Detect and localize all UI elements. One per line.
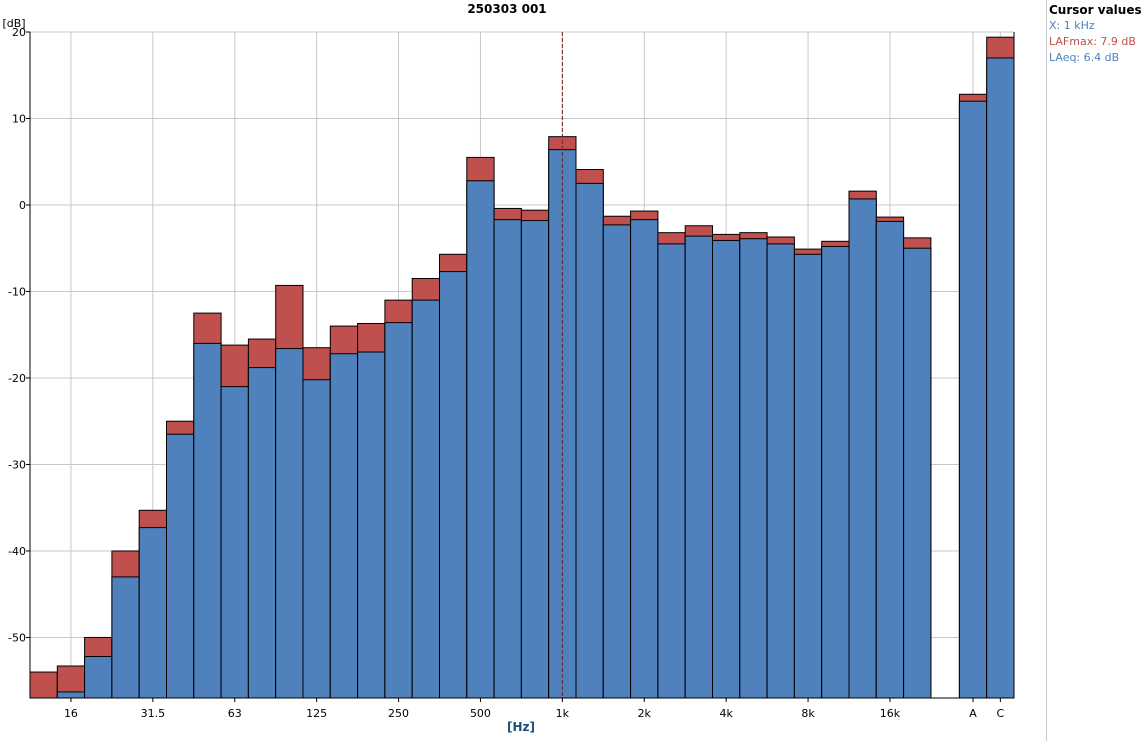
- bar-laeq-800: [520, 220, 550, 699]
- bar-lafmax-12.5: [29, 671, 58, 699]
- bar-laeq-500: [466, 180, 495, 699]
- x-tick-label: 63: [228, 707, 242, 720]
- bar-laeq-2.5k: [657, 243, 686, 699]
- x-tick-label: 2k: [638, 707, 652, 720]
- bar-laeq-5k: [739, 238, 768, 699]
- axes-layer: 20 10 0 -10 -20 -30 -40 -50 16 31.5 63 125 250 500 1k 2…: [8, 26, 1015, 720]
- x-tick-label: A: [969, 707, 977, 720]
- bar-laeq-315: [411, 299, 441, 699]
- x-tick-label: 31.5: [141, 707, 166, 720]
- x-tick-label: 16k: [880, 707, 901, 720]
- bar-laeq-50: [193, 342, 222, 699]
- y-tick-label: -30: [8, 458, 26, 471]
- bar-laeq-25: [111, 576, 140, 699]
- y-tick-label: 0: [19, 199, 26, 212]
- bar-laeq-100: [275, 348, 304, 699]
- bar-laeq-20: [84, 655, 113, 699]
- bar-laeq-C: [986, 57, 1015, 699]
- y-tick-label: -20: [8, 372, 26, 385]
- cursor-values-title: Cursor values: [1049, 3, 1142, 17]
- y-tick-label: -10: [8, 285, 26, 298]
- y-axis-label: [dB]: [2, 17, 25, 30]
- bar-laeq-8k: [793, 253, 823, 699]
- spectrum-chart: 20 10 0 -10 -20 -30 -40 -50 16 31.5 63 125 250 500 1k 2…: [2, 2, 1015, 734]
- y-tick-label: -50: [8, 631, 26, 644]
- x-tick-label: 125: [306, 707, 327, 720]
- x-tick-label: 16: [64, 707, 78, 720]
- bar-laeq-16k: [875, 220, 905, 699]
- bar-laeq-6.3k: [766, 243, 795, 699]
- bar-laeq-4k: [712, 239, 741, 699]
- bar-laeq-80: [247, 367, 277, 699]
- bar-laeq-250: [384, 322, 413, 699]
- bar-laeq-3.15k: [684, 235, 714, 699]
- cursor-values-panel: Cursor values X: 1 kHz LAFmax: 7.9 dB LA…: [1046, 0, 1146, 741]
- x-tick-label: 4k: [719, 707, 733, 720]
- cursor-x-value: X: 1 kHz: [1049, 19, 1095, 32]
- chart-title: 250303 001: [467, 2, 546, 16]
- bar-laeq-125: [302, 379, 331, 699]
- x-tick-label: 1k: [556, 707, 570, 720]
- x-tick-label: 500: [470, 707, 491, 720]
- bar-laeq-31.5: [138, 527, 167, 699]
- cursor-lafmax-value: LAFmax: 7.9 dB: [1049, 35, 1136, 48]
- bar-laeq-200: [357, 351, 386, 699]
- bar-laeq-10k: [821, 246, 850, 699]
- x-tick-label: 8k: [801, 707, 815, 720]
- bar-laeq-20k: [903, 247, 932, 699]
- bars-layer: [29, 36, 1015, 699]
- x-axis-label: [Hz]: [507, 720, 535, 734]
- bar-laeq-16: [56, 691, 86, 699]
- y-tick-label: 20: [12, 26, 26, 39]
- y-tick-label: 10: [12, 112, 26, 125]
- x-tick-label: 250: [388, 707, 409, 720]
- bar-laeq-160: [329, 353, 359, 699]
- bar-laeq-40: [166, 433, 195, 699]
- bar-laeq-63: [220, 386, 249, 699]
- bar-laeq-400: [439, 271, 468, 699]
- x-tick-label: C: [997, 707, 1005, 720]
- bar-laeq-A: [958, 100, 988, 699]
- bar-laeq-2k: [630, 219, 659, 699]
- y-tick-label: -40: [8, 545, 26, 558]
- bar-laeq-630: [493, 219, 522, 699]
- cursor-laeq-value: LAeq: 6.4 dB: [1049, 51, 1120, 64]
- bar-laeq-12.5k: [848, 198, 877, 699]
- bar-laeq-1.25k: [575, 182, 604, 699]
- bar-laeq-1.6k: [602, 224, 632, 699]
